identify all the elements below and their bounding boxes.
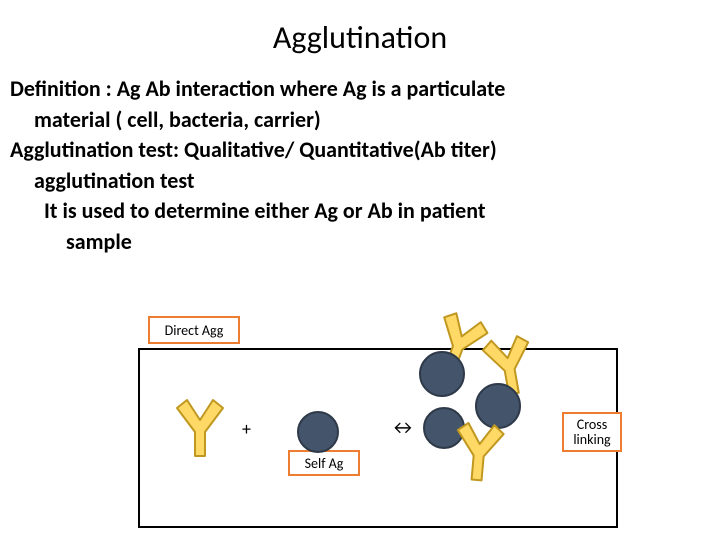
direct-agg-label: Direct Agg — [148, 316, 240, 344]
page-title: Agglutination — [0, 18, 720, 57]
test-line1: Agglutination test: Qualitative/ Quantit… — [10, 136, 710, 165]
self-ag-text: Self Ag — [305, 455, 344, 472]
diagram-frame — [138, 348, 618, 528]
use-line2: sample — [10, 228, 710, 257]
definition-line1: Definition : Ag Ab interaction where Ag … — [10, 75, 710, 104]
test-line2: agglutination test — [10, 167, 710, 196]
self-ag-label: Self Ag — [288, 450, 360, 476]
body-text: Definition : Ag Ab interaction where Ag … — [0, 75, 720, 257]
definition-line2: material ( cell, bacteria, carrier) — [10, 106, 710, 135]
double-arrow-symbol: ↔ — [390, 416, 416, 440]
cross-linking-text: Cross linking — [570, 417, 614, 448]
cross-linking-label: Cross linking — [562, 412, 622, 452]
direct-agg-text: Direct Agg — [165, 322, 224, 339]
use-line1: It is used to determine either Ag or Ab … — [10, 197, 710, 226]
plus-symbol: + — [242, 418, 251, 440]
